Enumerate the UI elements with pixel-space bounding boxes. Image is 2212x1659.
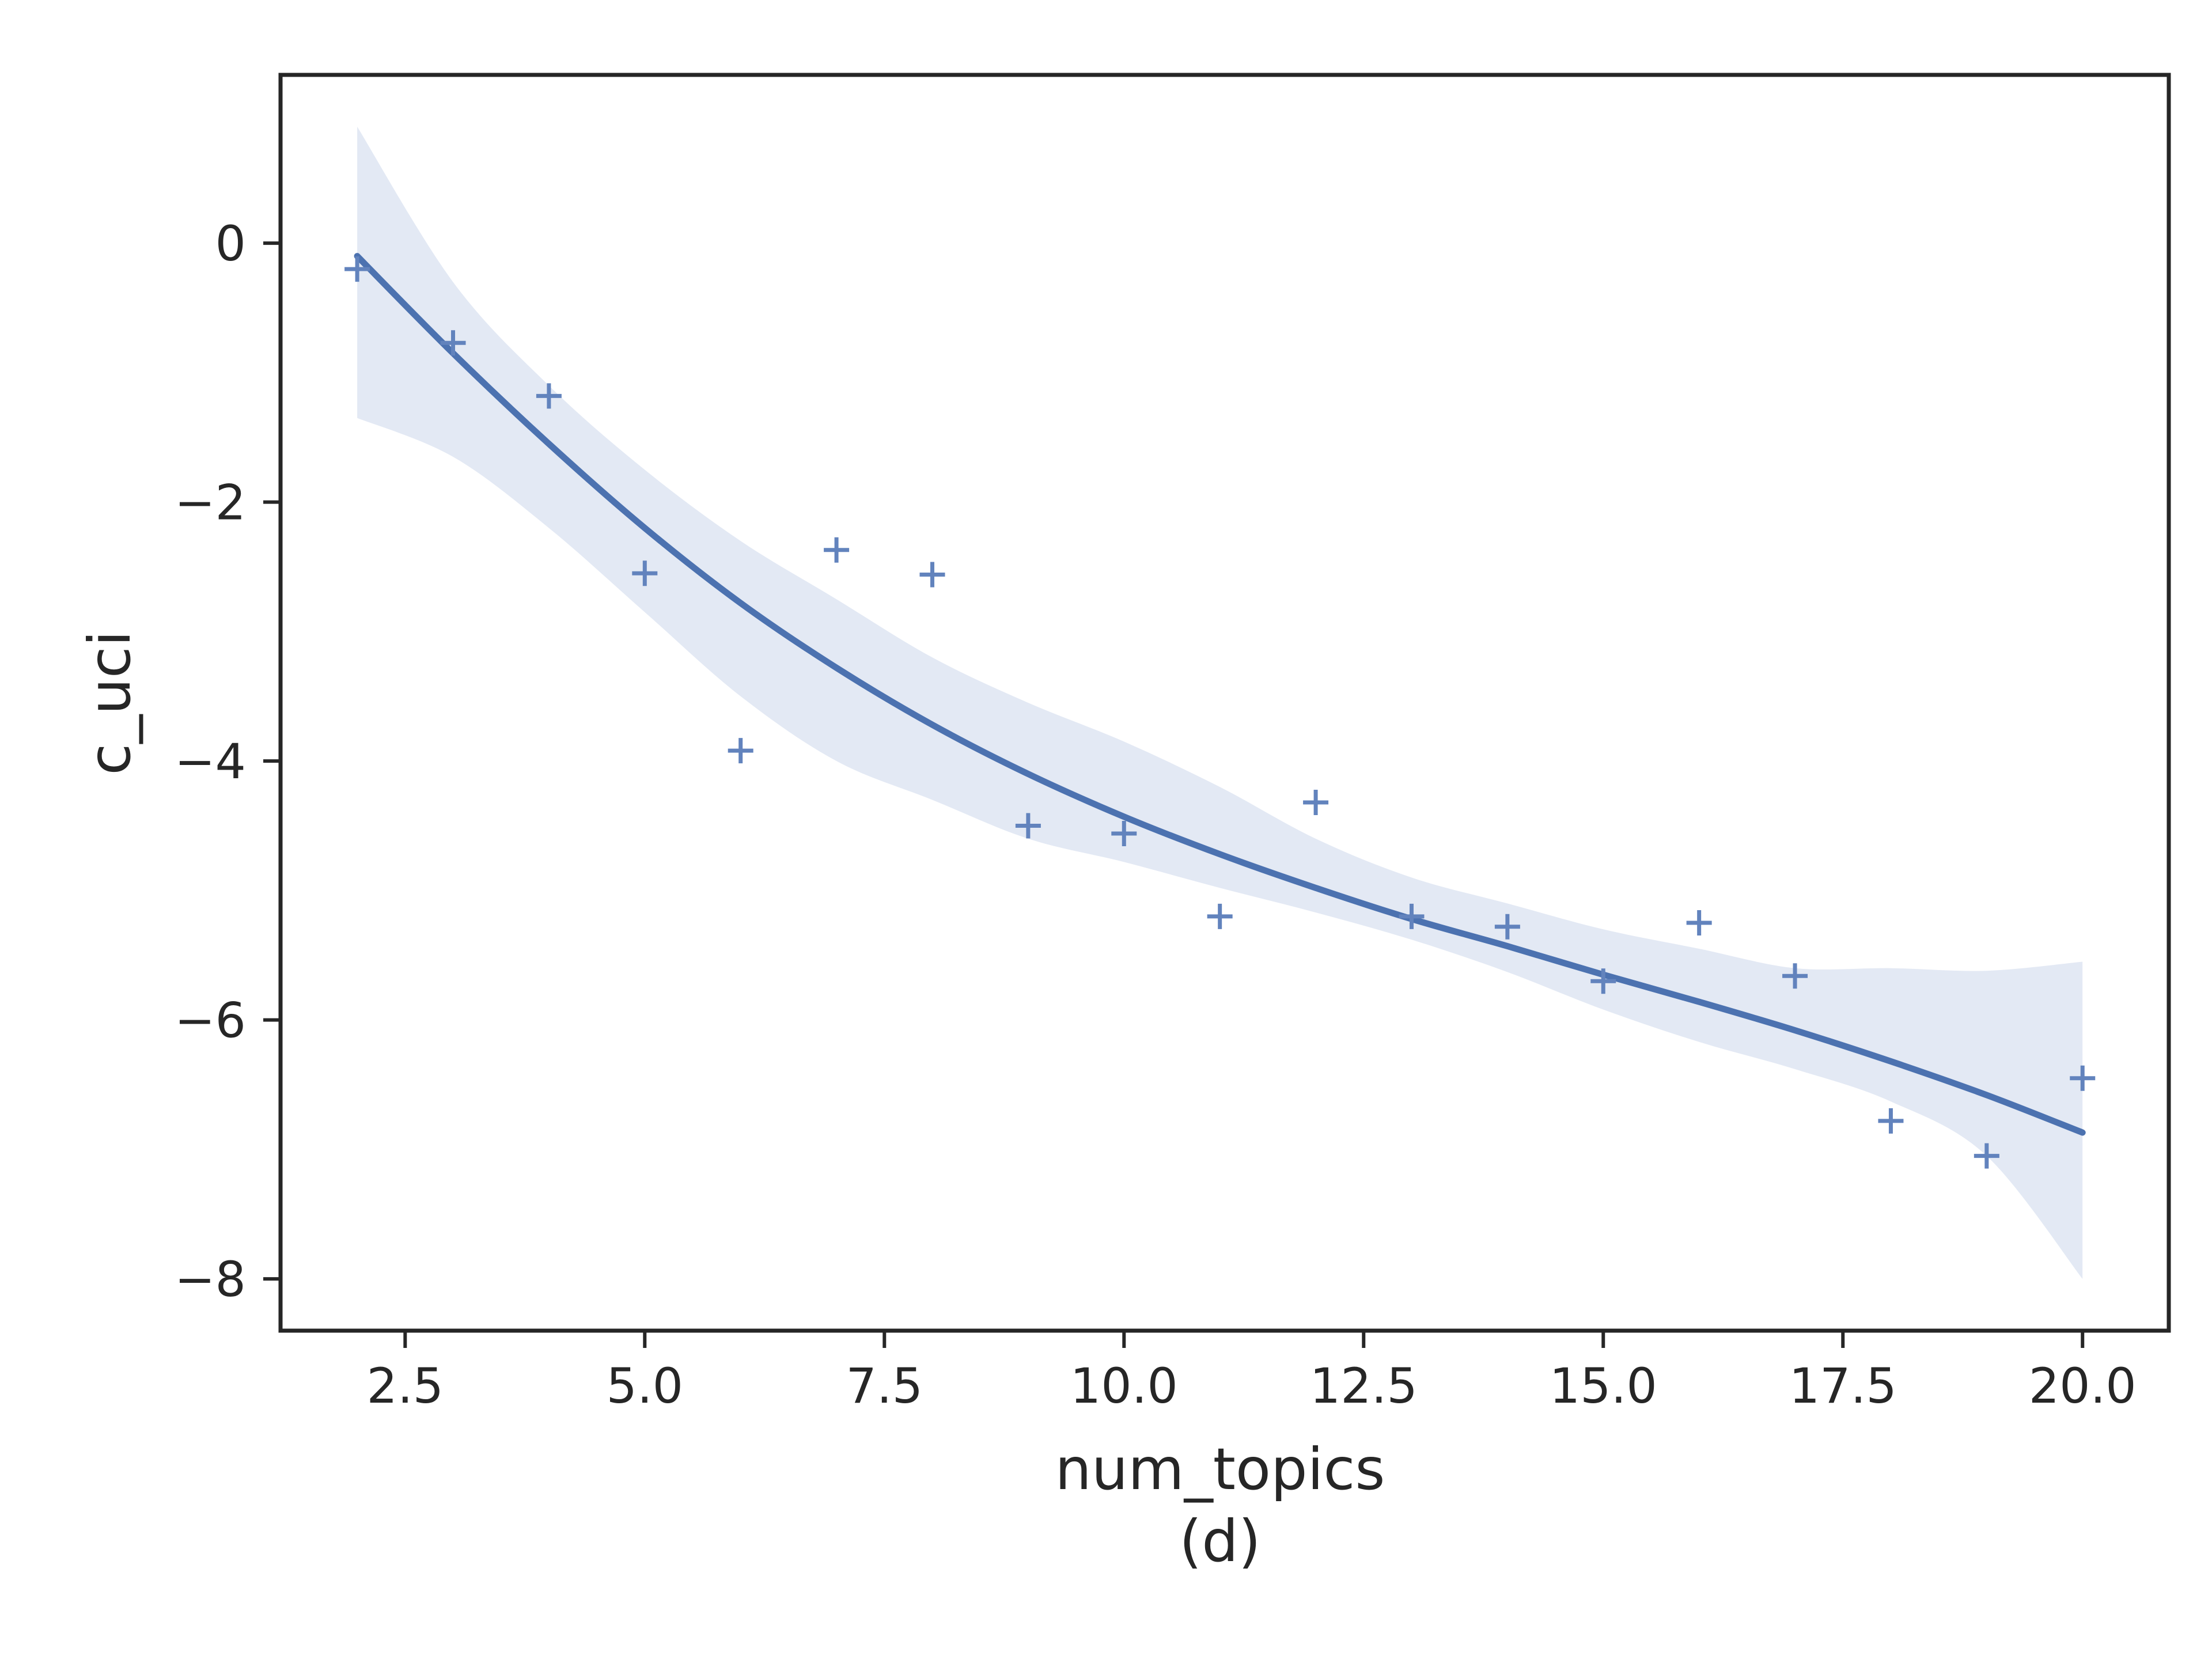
data-point bbox=[1878, 1108, 1904, 1134]
y-tick-label: −6 bbox=[175, 993, 246, 1049]
data-point bbox=[1111, 820, 1137, 846]
plot-frame bbox=[278, 73, 2171, 1333]
data-point bbox=[440, 330, 466, 356]
data-point bbox=[1399, 903, 1425, 929]
panel-label: (d) bbox=[1179, 1508, 1261, 1575]
y-tick-label: −4 bbox=[175, 733, 246, 790]
data-point bbox=[536, 383, 562, 409]
data-point bbox=[824, 537, 850, 563]
data-point bbox=[2070, 1065, 2096, 1091]
data-points-layer bbox=[344, 256, 2096, 1169]
x-ticks: 2.5 5.0 7.5 10.0 12.5 15.0 17.5 20.0 bbox=[367, 1331, 2137, 1414]
data-point bbox=[344, 256, 370, 282]
x-tick-label: 5.0 bbox=[607, 1358, 684, 1414]
y-tick-label: 0 bbox=[215, 215, 246, 272]
y-axis-label: c_uci bbox=[76, 630, 143, 775]
x-tick-label: 10.0 bbox=[1070, 1358, 1178, 1414]
x-tick-label: 7.5 bbox=[846, 1358, 923, 1414]
x-axis-label: num_topics bbox=[1055, 1435, 1385, 1503]
data-point bbox=[919, 562, 945, 588]
data-point bbox=[1590, 968, 1616, 994]
data-point bbox=[1207, 903, 1233, 929]
y-tick-label: −2 bbox=[175, 475, 246, 531]
fit-line bbox=[354, 253, 2086, 1136]
fit-line-layer bbox=[354, 253, 2086, 1136]
data-point bbox=[632, 560, 658, 586]
x-tick-label: 12.5 bbox=[1310, 1358, 1418, 1414]
y-tick-label: −8 bbox=[175, 1251, 246, 1308]
y-ticks: 0 −2 −4 −6 −8 bbox=[175, 215, 281, 1308]
data-point bbox=[1494, 914, 1520, 940]
data-point bbox=[1974, 1143, 1999, 1169]
data-point bbox=[1015, 813, 1041, 839]
x-tick-label: 20.0 bbox=[2029, 1358, 2137, 1414]
data-point bbox=[728, 738, 753, 764]
x-tick-label: 2.5 bbox=[367, 1358, 444, 1414]
data-point bbox=[1686, 910, 1712, 936]
data-point bbox=[1303, 790, 1329, 816]
x-tick-label: 15.0 bbox=[1550, 1358, 1657, 1414]
data-point bbox=[1782, 963, 1808, 989]
x-tick-label: 17.5 bbox=[1789, 1358, 1897, 1414]
